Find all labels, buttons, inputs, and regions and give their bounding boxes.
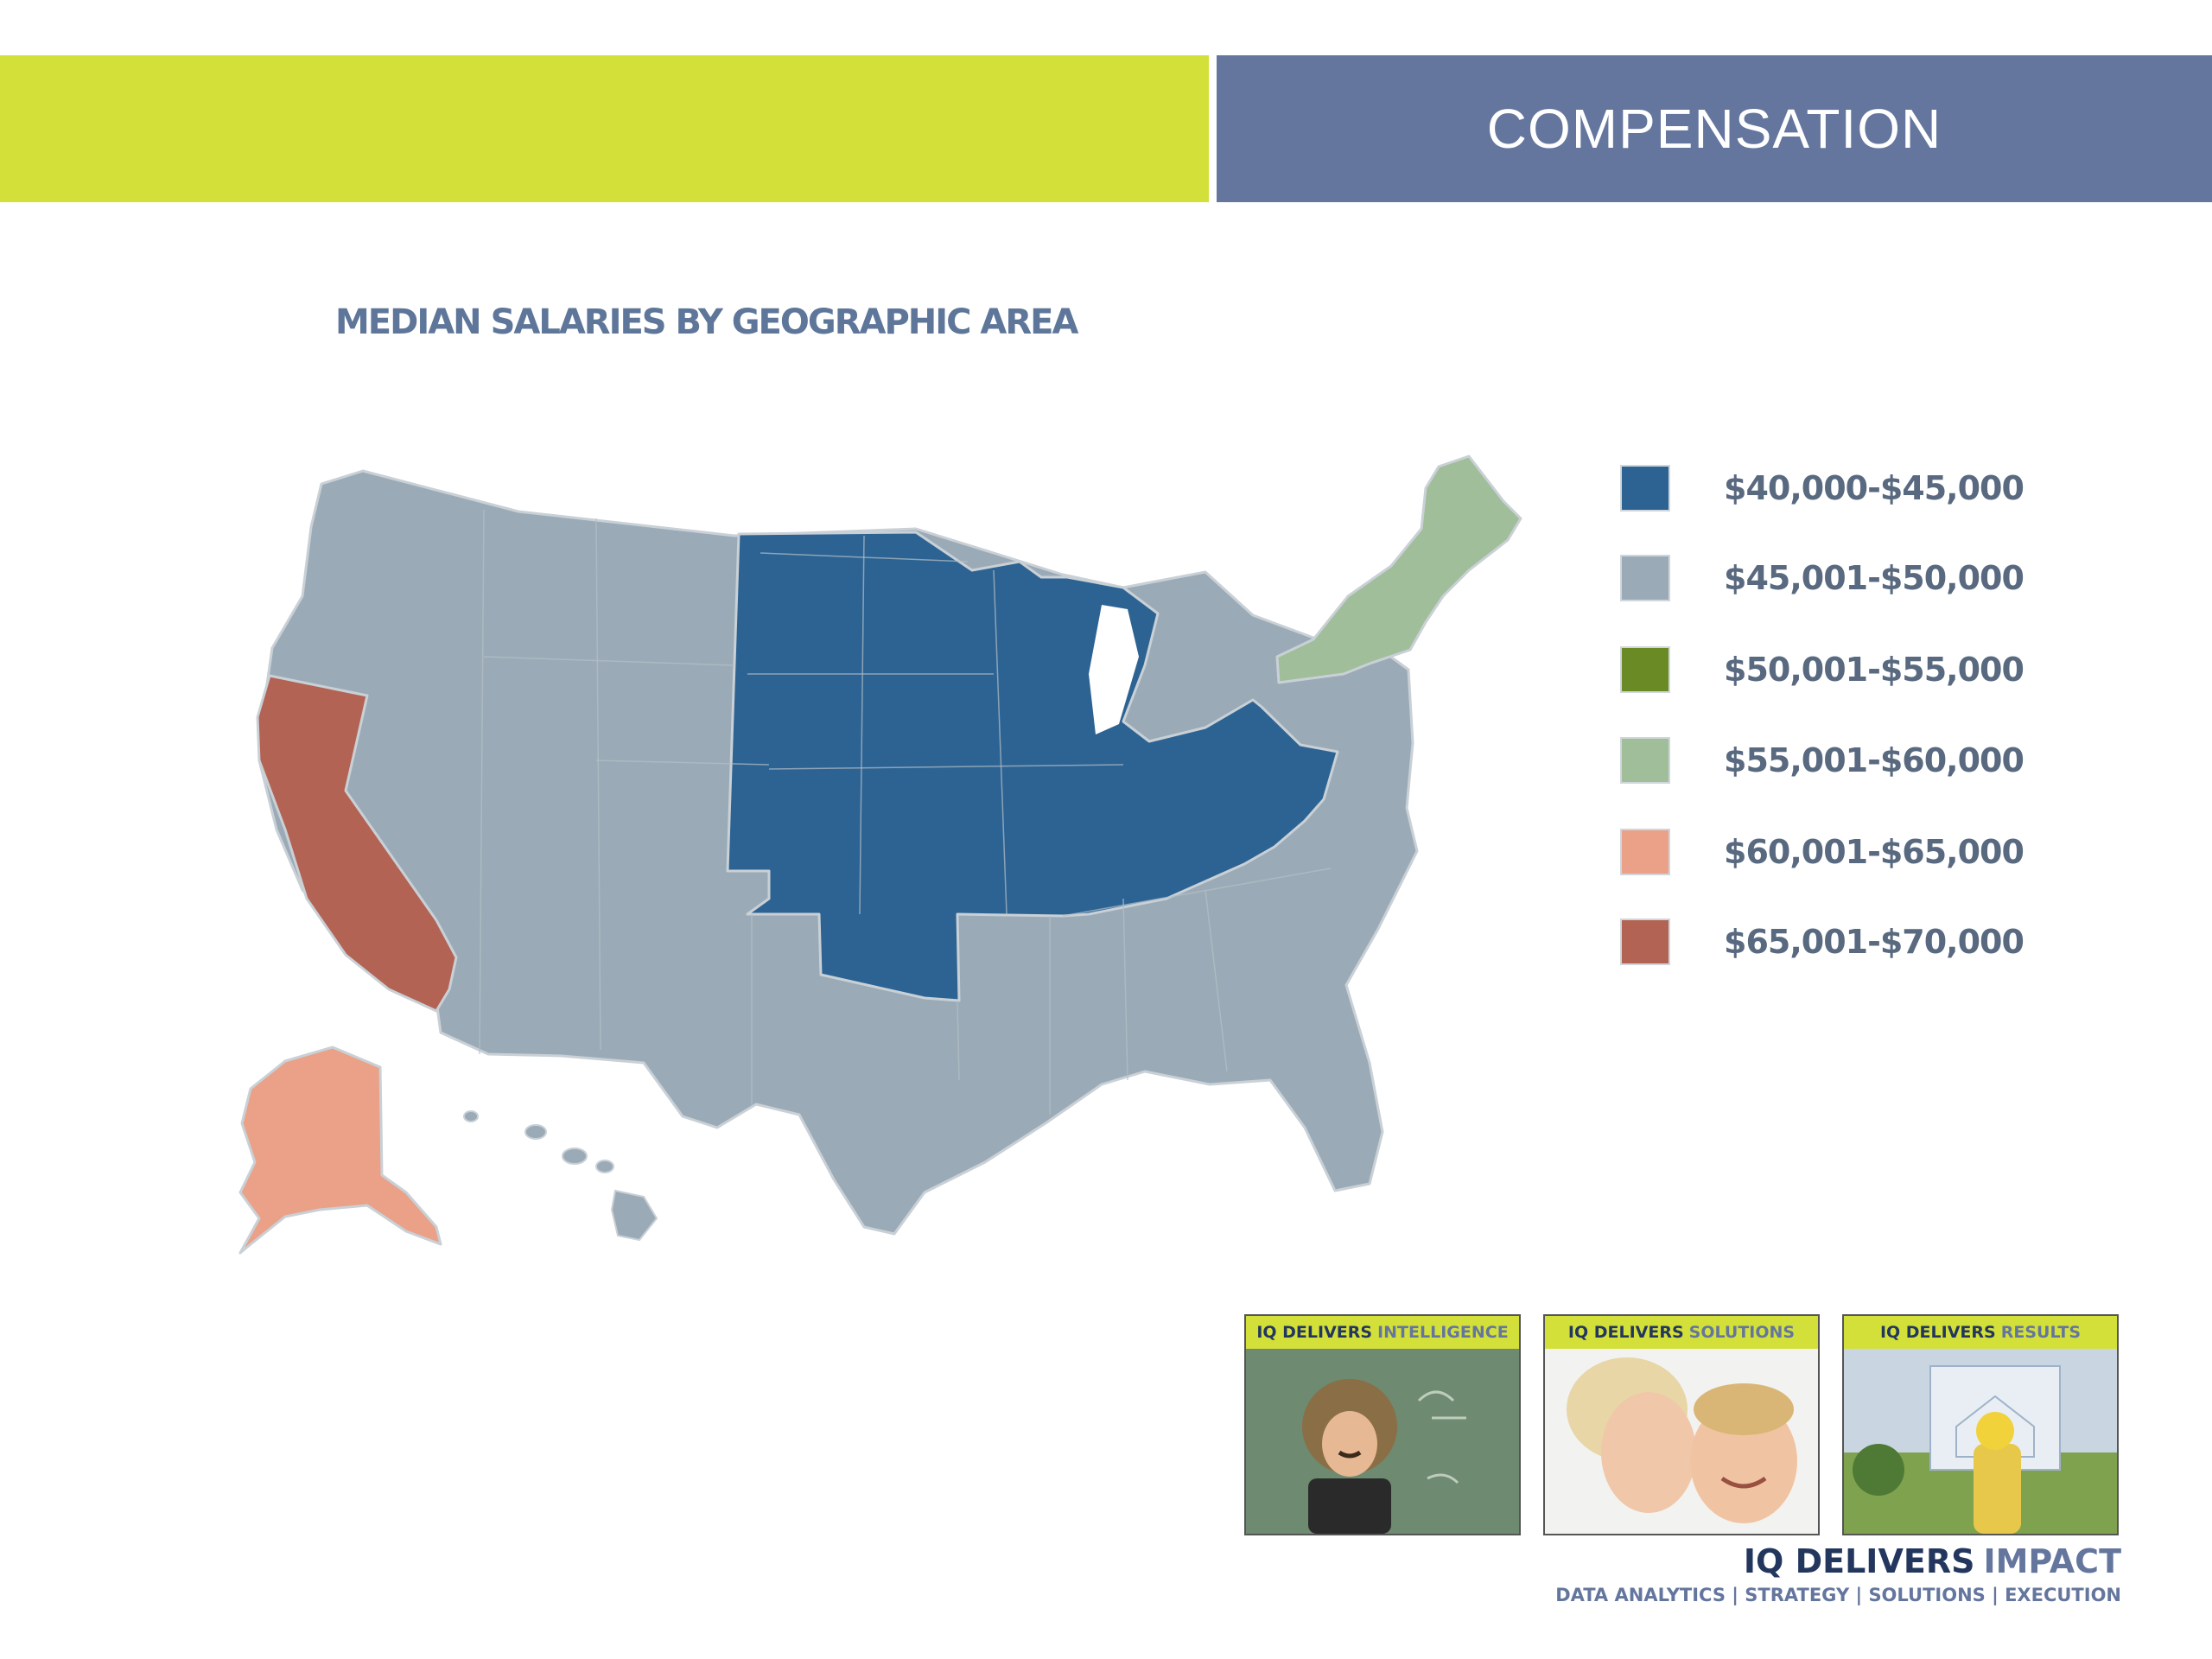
- map-title: MEDIAN SALARIES BY GEOGRAPHIC AREA: [335, 302, 1078, 342]
- tile-header: IQ DELIVERS RESULTS: [1844, 1316, 2117, 1349]
- child-blueprint-photo: [1844, 1349, 2117, 1534]
- tile-header-prefix: IQ DELIVERS: [1879, 1323, 1996, 1342]
- legend-label: $45,001-$50,000: [1724, 559, 2024, 597]
- map-region-alaska: [238, 1046, 442, 1255]
- page-title: COMPENSATION: [1486, 98, 1942, 160]
- legend-item: $65,001-$70,000: [1620, 916, 2024, 968]
- state-borders: [479, 509, 1332, 1115]
- tile-header: IQ DELIVERS INTELLIGENCE: [1246, 1316, 1519, 1349]
- brand-logo: IQ DELIVERS IMPACT: [1744, 1542, 2121, 1580]
- legend-item: $45,001-$50,000: [1620, 552, 2024, 604]
- legend-swatch: [1620, 646, 1670, 693]
- legend-label: $50,001-$55,000: [1724, 651, 2024, 689]
- tile-solutions: IQ DELIVERS SOLUTIONS: [1543, 1314, 1820, 1535]
- tile-header: IQ DELIVERS SOLUTIONS: [1545, 1316, 1818, 1349]
- child-chalkboard-photo: [1246, 1349, 1519, 1534]
- tile-header-suffix: SOLUTIONS: [1688, 1323, 1796, 1342]
- map-region-new-england: [1275, 454, 1522, 684]
- legend-label: $40,000-$45,000: [1724, 469, 2024, 507]
- tile-header-prefix: IQ DELIVERS: [1256, 1323, 1373, 1342]
- legend-swatch: [1620, 555, 1670, 601]
- lake-shape: [1089, 605, 1139, 734]
- legend-item: $60,001-$65,000: [1620, 826, 2024, 878]
- legend-label: $60,001-$65,000: [1724, 833, 2024, 871]
- map-region-hawaii: [463, 1110, 658, 1242]
- legend-swatch: [1620, 465, 1670, 512]
- legend-item: $40,000-$45,000: [1620, 462, 2024, 514]
- tile-header-suffix: RESULTS: [2000, 1323, 2082, 1342]
- legend-item: $55,001-$60,000: [1620, 734, 2024, 786]
- children-whisper-photo: [1545, 1349, 1818, 1534]
- brand-suffix: IMPACT: [1983, 1542, 2121, 1580]
- tile-intelligence: IQ DELIVERS INTELLIGENCE: [1244, 1314, 1521, 1535]
- legend-swatch: [1620, 829, 1670, 875]
- header-accent-bar: [0, 55, 1209, 202]
- header-title-bar: COMPENSATION: [1217, 55, 2212, 202]
- legend-item: $50,001-$55,000: [1620, 644, 2024, 696]
- tile-results: IQ DELIVERS RESULTS: [1842, 1314, 2119, 1535]
- legend-label: $55,001-$60,000: [1724, 741, 2024, 779]
- brand-prefix: IQ DELIVERS: [1743, 1542, 1975, 1580]
- map-region-california: [256, 674, 458, 1013]
- tile-header-prefix: IQ DELIVERS: [1567, 1323, 1684, 1342]
- legend-swatch: [1620, 737, 1670, 784]
- tile-header-suffix: INTELLIGENCE: [1377, 1323, 1509, 1342]
- legend-label: $65,001-$70,000: [1724, 923, 2024, 961]
- brand-tagline: DATA ANALYTICS | STRATEGY | SOLUTIONS | …: [1555, 1585, 2121, 1605]
- legend-swatch: [1620, 918, 1670, 965]
